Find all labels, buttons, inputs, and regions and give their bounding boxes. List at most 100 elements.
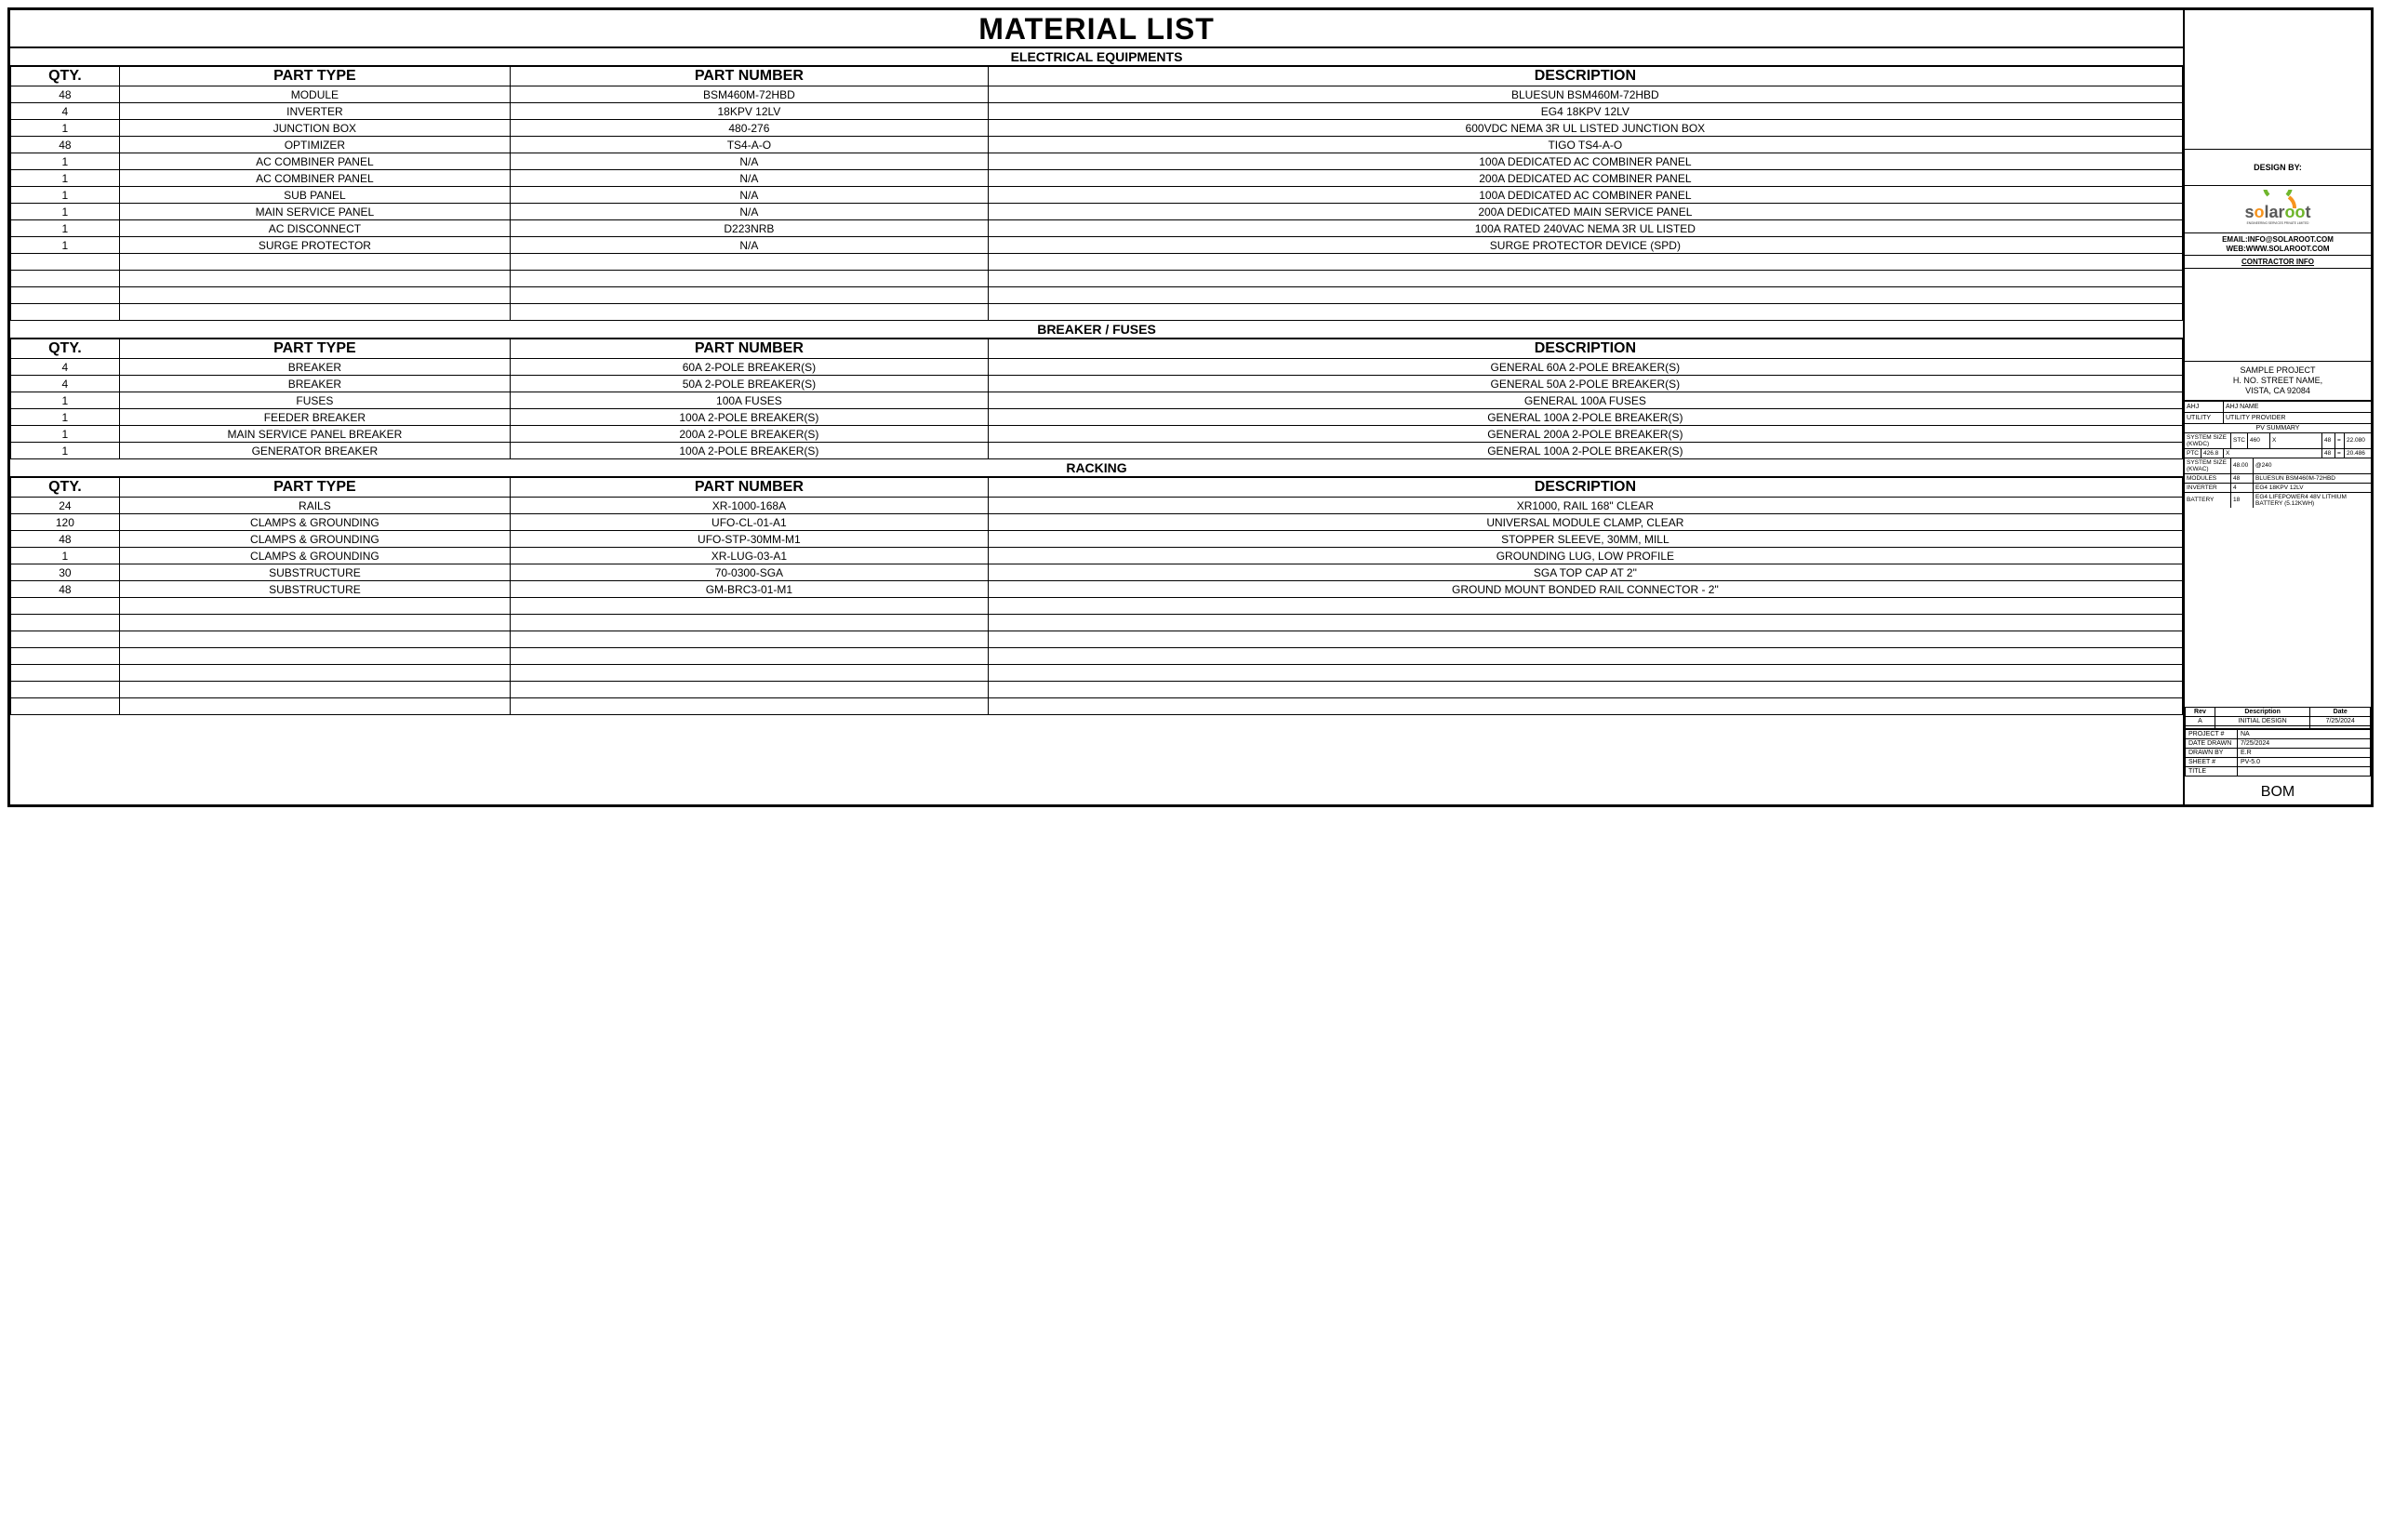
table-cell: MAIN SERVICE PANEL BREAKER (119, 426, 510, 443)
table-cell (11, 271, 120, 287)
table-cell: 1 (11, 237, 120, 254)
table-cell: GROUNDING LUG, LOW PROFILE (988, 548, 2182, 564)
table-row: 48CLAMPS & GROUNDINGUFO-STP-30MM-M1STOPP… (11, 531, 2183, 548)
table-cell: SGA TOP CAP AT 2" (988, 564, 2182, 581)
meta-row: DATE DRAWN7/25/2024 (2186, 739, 2371, 749)
pv-cell: BLUESUN BSM460M-72HBD (2254, 474, 2371, 483)
table-cell: 120 (11, 514, 120, 531)
contact-web: WEB:WWW.SOLAROOT.COM (2188, 245, 2368, 254)
table-cell: 100A 2-POLE BREAKER(S) (511, 443, 989, 459)
table-cell: BLUESUN BSM460M-72HBD (988, 86, 2182, 103)
table-cell (988, 287, 2182, 304)
table-row: 1MAIN SERVICE PANEL BREAKER200A 2-POLE B… (11, 426, 2183, 443)
meta-row: TITLE (2186, 767, 2371, 777)
table-cell (988, 682, 2182, 698)
table-row: 30SUBSTRUCTURE70-0300-SGASGA TOP CAP AT … (11, 564, 2183, 581)
table-cell: GENERAL 100A 2-POLE BREAKER(S) (988, 409, 2182, 426)
table-cell (11, 598, 120, 615)
table-cell (119, 698, 510, 715)
table-cell (119, 631, 510, 648)
table-row: 1AC DISCONNECTD223NRB100A RATED 240VAC N… (11, 220, 2183, 237)
sections-container: ELECTRICAL EQUIPMENTSQTY.PART TYPEPART N… (10, 48, 2183, 715)
column-header: DESCRIPTION (988, 478, 2182, 498)
project-block: SAMPLE PROJECT H. NO. STREET NAME, VISTA… (2185, 362, 2371, 400)
pv-summary-row: BATTERY18EG4 LIFEPOWER4 48V LITHIUM BATT… (2185, 492, 2371, 508)
utility-value: UTILITY PROVIDER (2224, 413, 2371, 423)
table-cell (511, 682, 989, 698)
table-cell: CLAMPS & GROUNDING (119, 514, 510, 531)
table-cell: 600VDC NEMA 3R UL LISTED JUNCTION BOX (988, 120, 2182, 137)
table-cell: 48 (11, 531, 120, 548)
meta-cell: 7/25/2024 (2238, 739, 2371, 749)
table-cell: GENERAL 100A FUSES (988, 392, 2182, 409)
column-header: DESCRIPTION (988, 67, 2182, 86)
table-cell: GENERAL 50A 2-POLE BREAKER(S) (988, 376, 2182, 392)
rev-row: AINITIAL DESIGN7/25/2024 (2186, 717, 2371, 726)
pv-cell: STC (2231, 433, 2248, 448)
table-cell (11, 648, 120, 665)
table-row (11, 631, 2183, 648)
pv-cell: 22.080 (2345, 433, 2371, 448)
meta-cell: TITLE (2186, 767, 2238, 777)
meta-row: DRAWN BYE.R (2186, 749, 2371, 758)
contractor-info-empty (2185, 269, 2371, 362)
table-cell: BSM460M-72HBD (511, 86, 989, 103)
rev-header: Rev (2186, 708, 2215, 717)
project-name: SAMPLE PROJECT (2187, 365, 2369, 376)
table-cell: N/A (511, 204, 989, 220)
table-cell: OPTIMIZER (119, 137, 510, 153)
table-cell (988, 698, 2182, 715)
rev-header: Description (2215, 708, 2309, 717)
meta-cell: PROJECT # (2186, 730, 2238, 739)
table-cell: 1 (11, 187, 120, 204)
table-cell: N/A (511, 153, 989, 170)
table-cell: TS4-A-O (511, 137, 989, 153)
table-cell: GROUND MOUNT BONDED RAIL CONNECTOR - 2" (988, 581, 2182, 598)
table-cell: 1 (11, 120, 120, 137)
table-cell: GENERAL 60A 2-POLE BREAKER(S) (988, 359, 2182, 376)
table-row: 1FUSES100A FUSESGENERAL 100A FUSES (11, 392, 2183, 409)
table-cell (988, 631, 2182, 648)
table-cell: 1 (11, 443, 120, 459)
table-cell: 200A DEDICATED AC COMBINER PANEL (988, 170, 2182, 187)
table-cell (511, 615, 989, 631)
table-cell: 100A DEDICATED AC COMBINER PANEL (988, 153, 2182, 170)
table-cell: 18KPV 12LV (511, 103, 989, 120)
column-header: PART NUMBER (511, 339, 989, 359)
table-cell (988, 304, 2182, 321)
meta-cell: PV-5.0 (2238, 758, 2371, 767)
table-row: 48OPTIMIZERTS4-A-OTIGO TS4-A-O (11, 137, 2183, 153)
project-addr1: H. NO. STREET NAME, (2187, 376, 2369, 386)
table-cell: 100A FUSES (511, 392, 989, 409)
table-cell: XR-LUG-03-A1 (511, 548, 989, 564)
table-cell: SURGE PROTECTOR (119, 237, 510, 254)
utility-row: UTILITY UTILITY PROVIDER (2185, 412, 2371, 423)
table-cell: AC COMBINER PANEL (119, 170, 510, 187)
pv-cell: 460 (2248, 433, 2270, 448)
table-cell: 4 (11, 376, 120, 392)
table-cell (988, 271, 2182, 287)
table-cell (11, 665, 120, 682)
pv-cell: 48 (2322, 433, 2335, 448)
pv-cell: SYSTEM SIZE (KWDC) (2185, 433, 2231, 448)
column-header: PART NUMBER (511, 67, 989, 86)
table-cell: FEEDER BREAKER (119, 409, 510, 426)
table-row: 1CLAMPS & GROUNDINGXR-LUG-03-A1GROUNDING… (11, 548, 2183, 564)
pv-summary-row: SYSTEM SIZE (KWDC)STC460X48=22.080 (2185, 432, 2371, 448)
rev-cell: A (2186, 717, 2215, 726)
table-cell: GM-BRC3-01-M1 (511, 581, 989, 598)
table-cell (119, 304, 510, 321)
pv-cell: EG4 LIFEPOWER4 48V LITHIUM BATTERY (5.12… (2254, 493, 2371, 508)
meta-row: PROJECT #NA (2186, 730, 2371, 739)
table-cell: 50A 2-POLE BREAKER(S) (511, 376, 989, 392)
pv-summary-header: PV SUMMARY (2185, 423, 2371, 432)
table-cell: N/A (511, 237, 989, 254)
table-cell: BREAKER (119, 359, 510, 376)
table-cell: 4 (11, 103, 120, 120)
table-cell (511, 304, 989, 321)
titleblock-panel: DESIGN BY: solaroot ENGINEERING SERVICES… (2185, 10, 2371, 804)
table-cell (11, 698, 120, 715)
table-row: 1SUB PANELN/A100A DEDICATED AC COMBINER … (11, 187, 2183, 204)
utility-label: UTILITY (2185, 413, 2224, 423)
table-cell (511, 254, 989, 271)
